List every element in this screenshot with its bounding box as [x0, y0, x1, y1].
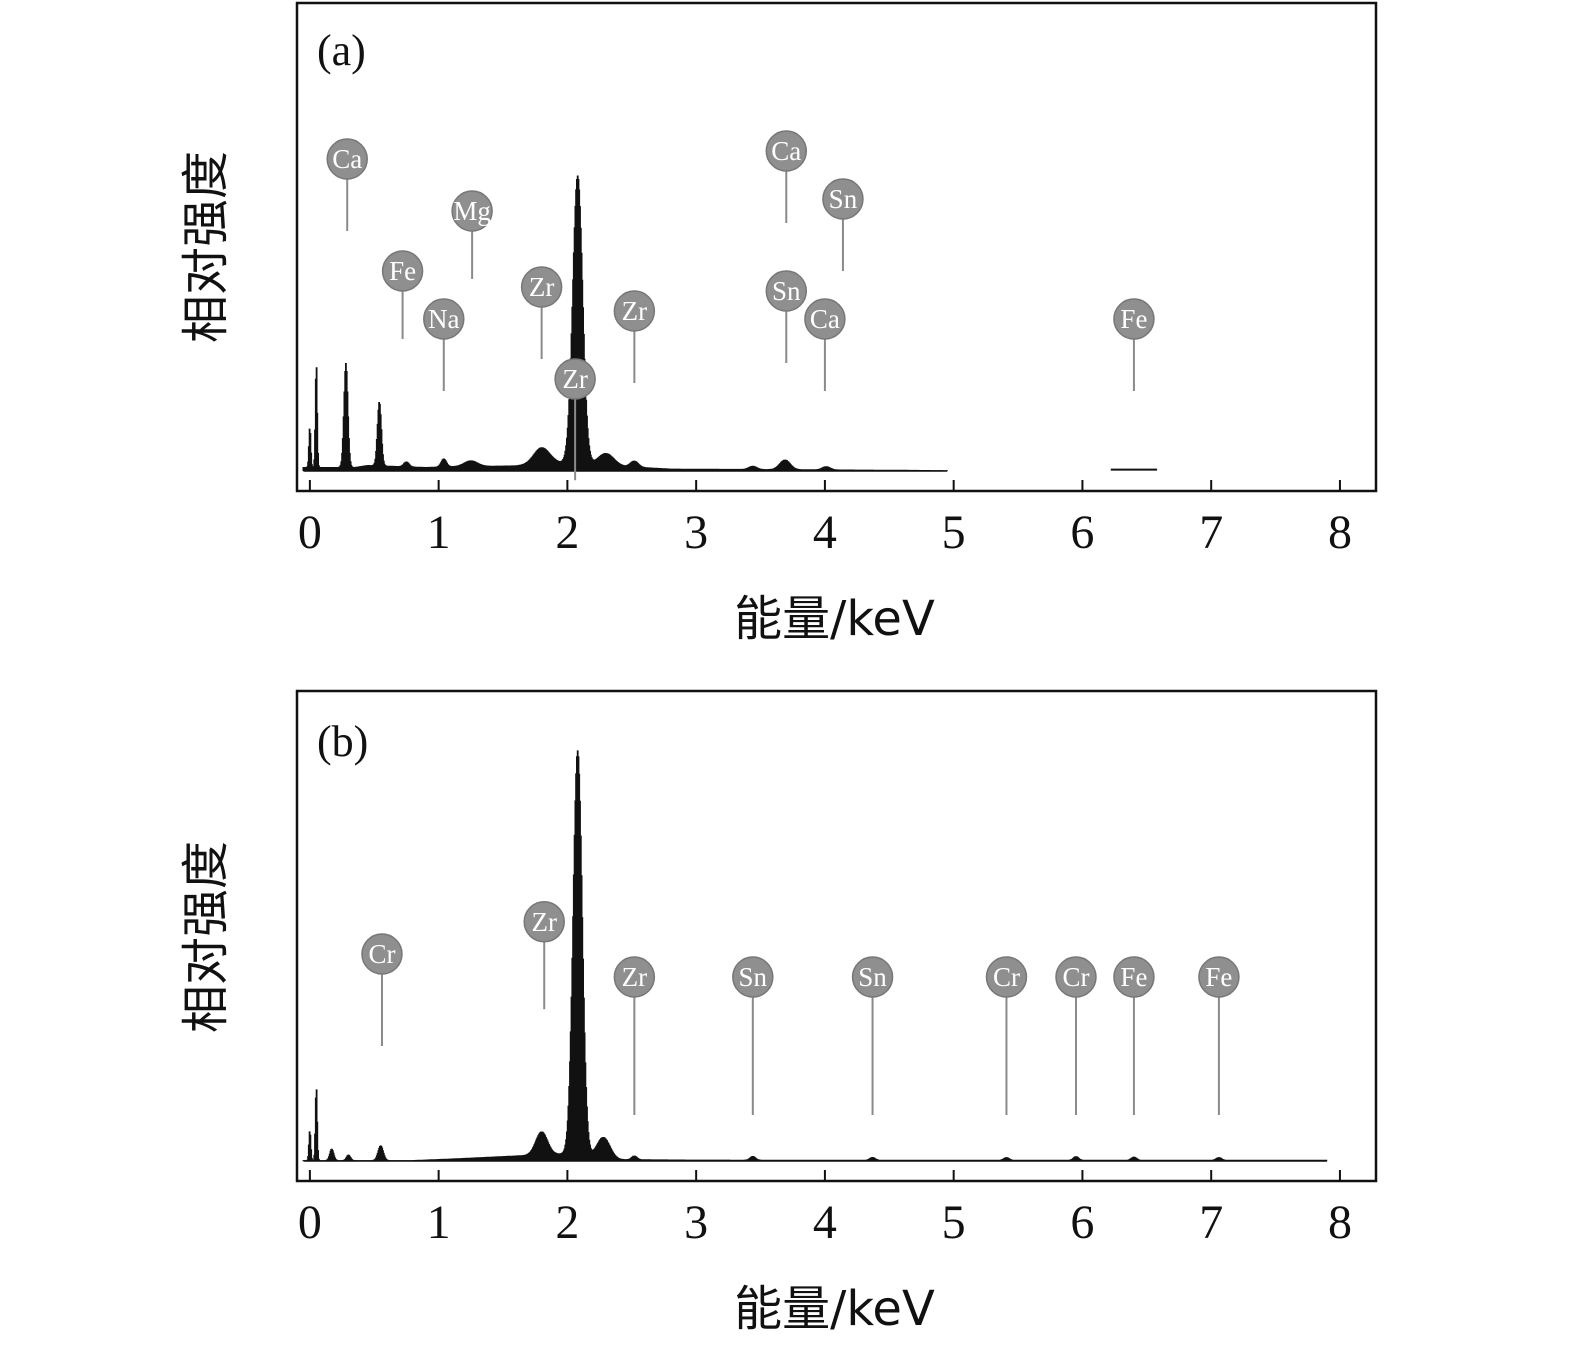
element-badge-label: Mg [453, 196, 491, 226]
element-badge-label: Cr [368, 939, 395, 969]
x-tick-label: 8 [1328, 1196, 1352, 1249]
x-tick-label: 6 [1070, 1196, 1094, 1249]
element-badge-label: Ca [332, 144, 362, 174]
element-badge [1113, 956, 1155, 998]
element-badge-label: Cr [993, 962, 1020, 992]
panel-a: 0 1 2 3 4 5 6 7 8 Ca Fe Mg Na Zr Zr Zr Ca Sn Sn Ca Fe (a) 能量/k… [178, 1, 1378, 647]
element-badge [451, 190, 493, 232]
x-tick-label: 5 [942, 506, 966, 559]
x-tick-label: 5 [942, 1196, 966, 1249]
element-badge-label: Sn [858, 962, 887, 992]
x-tick-label: 3 [684, 506, 708, 559]
y-axis-title: 相对强度 [178, 841, 234, 1033]
element-badge-label: Zr [529, 272, 554, 302]
element-badge-label: Sn [772, 276, 801, 306]
x-tick-label: 4 [813, 1196, 837, 1249]
x-tick-label: 2 [555, 1196, 579, 1249]
element-badge [520, 266, 563, 308]
element-badge-label: Fe [1205, 962, 1232, 992]
element-badge-label: Zr [531, 907, 556, 937]
plot-frame [295, 1, 1378, 493]
x-tick-label: 2 [555, 506, 579, 559]
element-badge [554, 358, 596, 400]
element-badge [822, 178, 864, 220]
panel-label: (a) [317, 26, 366, 75]
x-axis-title: 能量/keV [734, 591, 935, 647]
element-badge [765, 270, 808, 312]
element-badge-label: Cr [1062, 962, 1089, 992]
x-tick-label: 3 [684, 1196, 708, 1249]
spectrum-trace [302, 750, 1328, 1161]
element-badge-label: Na [428, 304, 459, 334]
x-tick-label: 6 [1070, 506, 1094, 559]
element-badge-label: Sn [739, 962, 768, 992]
element-badge [1113, 298, 1155, 340]
x-tick-label: 1 [427, 506, 451, 559]
element-badge [326, 138, 368, 180]
y-axis-title: 相对强度 [178, 151, 234, 343]
element-badge [523, 901, 565, 943]
element-badge [804, 298, 846, 340]
x-axis-title: 能量/keV [734, 1281, 935, 1337]
element-badge [1055, 956, 1097, 998]
plot-frame [295, 689, 1378, 1183]
element-badge [361, 933, 403, 975]
panel-label: (b) [317, 717, 368, 766]
element-badge-label: Zr [622, 962, 647, 992]
x-tick-label: 0 [298, 1196, 322, 1249]
x-tick-label: 1 [427, 1196, 451, 1249]
element-badge [423, 298, 465, 340]
element-badge-label: Fe [1120, 962, 1147, 992]
element-badge-label: Fe [389, 256, 416, 286]
element-badge [732, 956, 774, 998]
x-tick-label: 4 [813, 506, 837, 559]
element-badge-label: Zr [562, 364, 587, 394]
element-badge [985, 956, 1028, 998]
element-badge [613, 956, 656, 998]
element-badge [851, 956, 894, 998]
panel-b: 0 1 2 3 4 5 6 7 8 Cr Zr Zr Zr Sn Sn Cr Cr Fe Fe (b) 能量/keV 相对… [178, 358, 1378, 1337]
x-tick-label: 0 [298, 506, 322, 559]
element-badge [765, 130, 808, 172]
element-badge [381, 250, 424, 292]
element-badge-label: Fe [1120, 304, 1147, 334]
element-badge-label: Ca [771, 136, 801, 166]
element-badge-label: Zr [622, 296, 647, 326]
element-badge-label: Sn [829, 184, 858, 214]
element-badge [1198, 956, 1240, 998]
element-badge-label: Ca [810, 304, 840, 334]
x-tick-label: 8 [1328, 506, 1352, 559]
element-badge [613, 290, 656, 332]
x-tick-label: 7 [1199, 1196, 1223, 1249]
x-tick-label: 7 [1199, 506, 1223, 559]
